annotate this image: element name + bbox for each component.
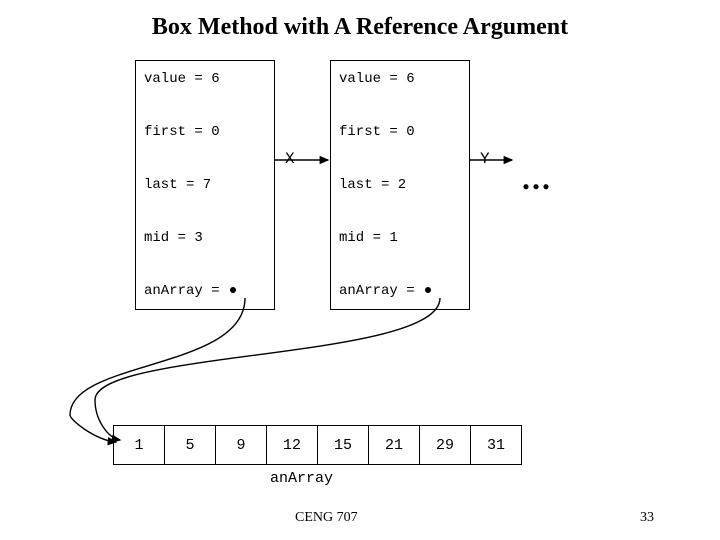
array-cell: 21 <box>369 426 420 465</box>
box1-label: X <box>285 150 295 168</box>
pointer-dot <box>230 287 236 293</box>
array-cell: 5 <box>165 426 216 465</box>
box2-first: first = 0 <box>339 124 461 140</box>
pointer-curve-1 <box>70 298 245 442</box>
pointer-dot <box>425 287 431 293</box>
ellipsis: ... <box>522 160 552 197</box>
array-cell: 9 <box>216 426 267 465</box>
pointer-curve-2 <box>95 298 440 440</box>
box1-mid: mid = 3 <box>144 230 266 246</box>
page-title: Box Method with A Reference Argument <box>0 14 720 41</box>
box1-last: last = 7 <box>144 177 266 193</box>
array-cell: 31 <box>471 426 522 465</box>
array-table: 1 5 9 12 15 21 29 31 <box>113 425 522 465</box>
recursion-box-1: value = 6 first = 0 last = 7 mid = 3 anA… <box>135 60 275 310</box>
box2-label: Y <box>480 150 490 168</box>
footer-course: CENG 707 <box>295 510 358 526</box>
box2-value: value = 6 <box>339 71 461 87</box>
array-row: 1 5 9 12 15 21 29 31 <box>114 426 522 465</box>
box2-last: last = 2 <box>339 177 461 193</box>
box1-first: first = 0 <box>144 124 266 140</box>
array-cell: 29 <box>420 426 471 465</box>
array-label: anArray <box>270 470 333 487</box>
box2-mid: mid = 1 <box>339 230 461 246</box>
box1-array-ref: anArray = <box>144 283 266 299</box>
array-cell: 12 <box>267 426 318 465</box>
recursion-box-2: value = 6 first = 0 last = 2 mid = 1 anA… <box>330 60 470 310</box>
box1-value: value = 6 <box>144 71 266 87</box>
footer-page: 33 <box>640 510 654 526</box>
array-cell: 15 <box>318 426 369 465</box>
array-cell: 1 <box>114 426 165 465</box>
box2-array-ref: anArray = <box>339 283 461 299</box>
